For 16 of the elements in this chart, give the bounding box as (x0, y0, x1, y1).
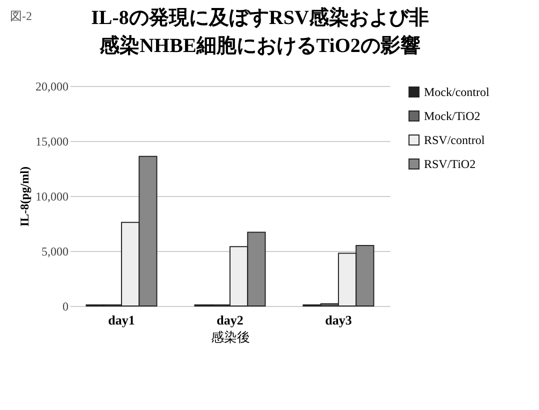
y-tick-label: 20,000 (36, 80, 68, 94)
text: 図-2 (10, 9, 32, 23)
x-tick-label: day1 (108, 312, 135, 328)
y-tick-label: 10,000 (36, 190, 68, 204)
legend-label: Mock/TiO2 (424, 109, 480, 123)
legend-label: Mock/control (424, 85, 490, 99)
legend-label: RSV/TiO2 (424, 157, 476, 171)
x-axis-title: 感染後 (211, 330, 250, 344)
y-tick-label: 0 (62, 300, 68, 314)
chart-title: IL-8の発現に及ぼすRSV感染および非感染NHBE細胞におけるTiO2の影響 (91, 6, 429, 57)
x-tick-label: day3 (325, 312, 352, 328)
y-tick-label: 15,000 (36, 134, 68, 148)
legend-label: RSV/control (424, 133, 486, 147)
y-axis-title: IL-8(pg/ml) (18, 166, 32, 226)
y-tick-label: 5,000 (42, 244, 68, 258)
x-tick-label: day2 (216, 312, 244, 328)
